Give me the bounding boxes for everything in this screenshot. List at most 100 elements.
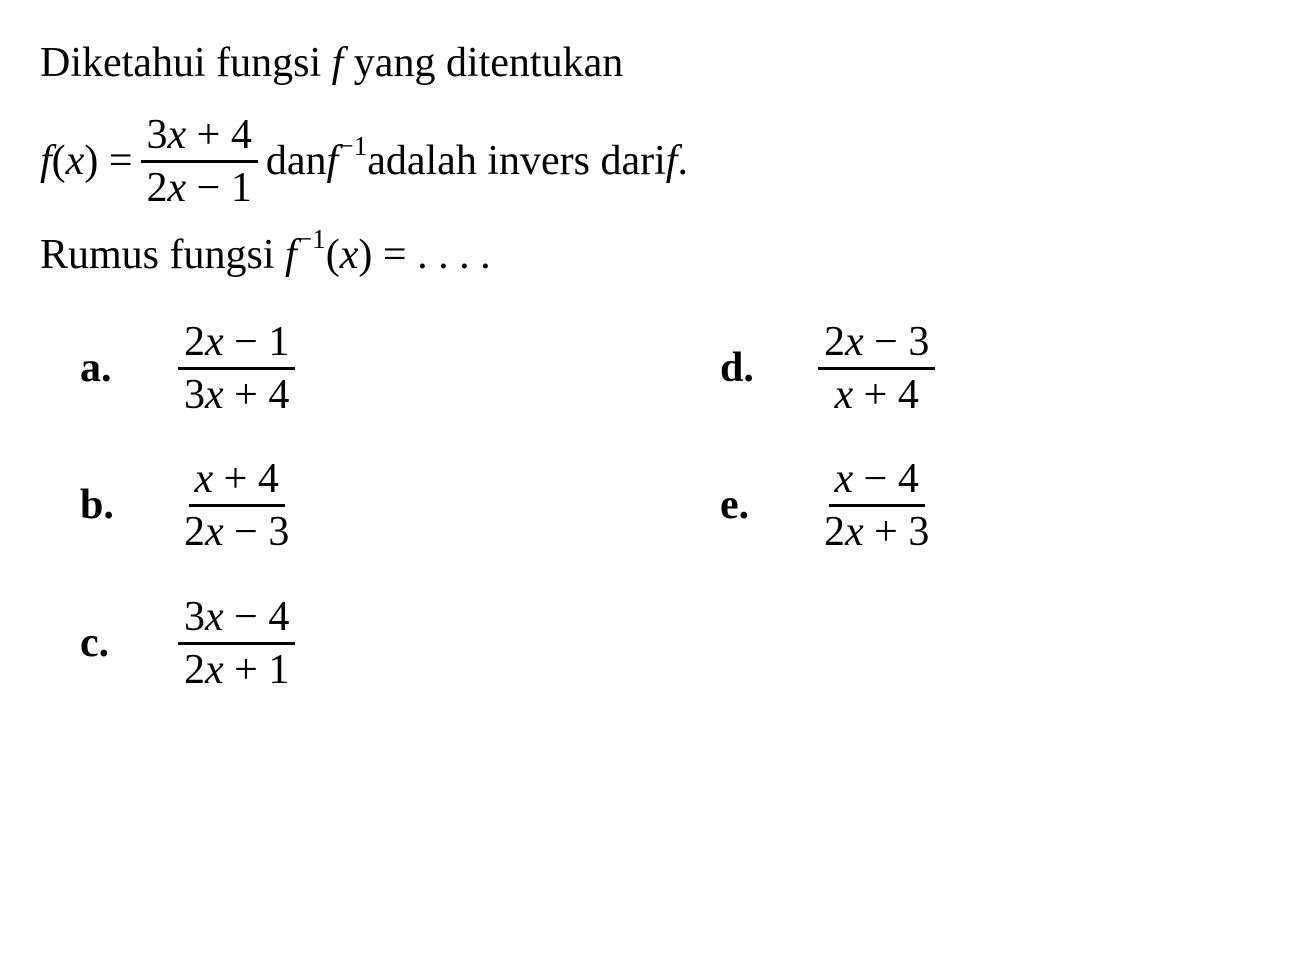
math-problem: Diketahui fungsi f yang ditentukan f(x) … <box>40 30 1272 731</box>
b-den-coef: 2 <box>184 509 205 555</box>
c-den-op: + <box>224 647 269 693</box>
a-den-const: 4 <box>268 372 289 418</box>
option-a: a. 2x − 1 3x + 4 <box>80 319 720 418</box>
q-paren-open: ( <box>326 232 340 278</box>
num-const: 4 <box>231 112 252 158</box>
e-num-op: − <box>853 456 898 502</box>
a-num-const: 1 <box>268 319 289 365</box>
d-den-var: x <box>835 372 854 418</box>
definition-fraction: 3x + 4 2x − 1 <box>141 112 258 211</box>
e-den-var: x <box>845 509 864 555</box>
question-text: Rumus fungsi f−1(x) = . . . . <box>40 222 1272 289</box>
c-den-const: 1 <box>268 647 289 693</box>
option-d-label: d. <box>720 335 810 402</box>
opt-c-num: 3x − 4 <box>178 594 295 645</box>
option-a-fraction: 2x − 1 3x + 4 <box>178 319 295 418</box>
opt-b-den: 2x − 3 <box>178 507 295 555</box>
opt-c-den: 2x + 1 <box>178 645 295 693</box>
finv-f: f <box>327 138 339 184</box>
b-num-var: x <box>195 456 214 502</box>
den-op: − <box>186 165 231 211</box>
options-right-column: d. 2x − 3 x + 4 e. x − 4 2x + 3 <box>720 319 1272 731</box>
a-num-coef: 2 <box>184 319 205 365</box>
option-c-label: c. <box>80 610 170 677</box>
opt-d-den: x + 4 <box>829 370 925 418</box>
option-d: d. 2x − 3 x + 4 <box>720 319 1272 418</box>
c-num-op: − <box>224 594 269 640</box>
b-num-op: + <box>213 456 258 502</box>
e-den-coef: 2 <box>824 509 845 555</box>
option-b-content: x + 4 2x − 3 <box>170 456 303 555</box>
option-d-fraction: 2x − 3 x + 4 <box>818 319 935 418</box>
opt-e-den: 2x + 3 <box>818 507 935 555</box>
e-num-var: x <box>835 456 854 502</box>
option-e-label: e. <box>720 472 810 539</box>
option-b-fraction: x + 4 2x − 3 <box>178 456 295 555</box>
mid-text: dan <box>266 128 327 195</box>
def-denominator: 2x − 1 <box>141 163 258 211</box>
a-num-var: x <box>205 319 224 365</box>
d-den-op: + <box>853 372 898 418</box>
d-num-var: x <box>845 319 864 365</box>
option-e-content: x − 4 2x + 3 <box>810 456 943 555</box>
tail-f: f <box>666 128 678 195</box>
d-num-const: 3 <box>908 319 929 365</box>
option-c-content: 3x − 4 2x + 1 <box>170 594 303 693</box>
c-den-var: x <box>205 647 224 693</box>
finv: f−1 <box>327 128 368 195</box>
num-var: x <box>168 112 187 158</box>
a-den-op: + <box>224 372 269 418</box>
opt-a-den: 3x + 4 <box>178 370 295 418</box>
q-f: f <box>285 232 297 278</box>
q-exp: −1 <box>297 224 326 254</box>
b-den-op: − <box>224 509 269 555</box>
options-left-column: a. 2x − 1 3x + 4 b. x + 4 2x − 3 <box>80 319 720 731</box>
lhs-f: f <box>40 138 52 184</box>
a-den-coef: 3 <box>184 372 205 418</box>
tail-text: adalah invers dari <box>367 128 666 195</box>
intro-prefix: Diketahui fungsi <box>40 40 332 86</box>
opt-d-num: 2x − 3 <box>818 319 935 370</box>
lhs-x: x <box>66 138 85 184</box>
den-const: 1 <box>231 165 252 211</box>
e-num-const: 4 <box>898 456 919 502</box>
option-a-content: 2x − 1 3x + 4 <box>170 319 303 418</box>
tail-period: . <box>677 128 688 195</box>
d-den-const: 4 <box>898 372 919 418</box>
function-definition: f(x) = 3x + 4 2x − 1 dan f−1 adalah inve… <box>40 112 1272 211</box>
num-op: + <box>186 112 231 158</box>
option-e-fraction: x − 4 2x + 3 <box>818 456 935 555</box>
option-d-content: 2x − 3 x + 4 <box>810 319 943 418</box>
option-b-label: b. <box>80 472 170 539</box>
q-paren-close: ) = . . . . <box>358 232 490 278</box>
intro-text: Diketahui fungsi f yang ditentukan <box>40 30 1272 97</box>
intro-var: f <box>332 40 344 86</box>
option-c-fraction: 3x − 4 2x + 1 <box>178 594 295 693</box>
a-den-var: x <box>205 372 224 418</box>
opt-e-num: x − 4 <box>829 456 925 507</box>
d-num-coef: 2 <box>824 319 845 365</box>
c-num-coef: 3 <box>184 594 205 640</box>
lhs: f(x) = <box>40 128 133 195</box>
finv-exp: −1 <box>338 131 367 161</box>
option-e: e. x − 4 2x + 3 <box>720 456 1272 555</box>
lhs-paren-close: ) = <box>84 138 132 184</box>
den-coef: 2 <box>147 165 168 211</box>
q-x: x <box>340 232 359 278</box>
option-b: b. x + 4 2x − 3 <box>80 456 720 555</box>
num-coef: 3 <box>147 112 168 158</box>
answer-options: a. 2x − 1 3x + 4 b. x + 4 2x − 3 <box>40 319 1272 731</box>
intro-suffix: yang ditentukan <box>343 40 623 86</box>
den-var: x <box>168 165 187 211</box>
e-den-const: 3 <box>908 509 929 555</box>
d-num-op: − <box>864 319 909 365</box>
def-numerator: 3x + 4 <box>141 112 258 163</box>
q-prefix: Rumus fungsi <box>40 232 285 278</box>
option-a-label: a. <box>80 335 170 402</box>
c-num-const: 4 <box>268 594 289 640</box>
opt-a-num: 2x − 1 <box>178 319 295 370</box>
b-num-const: 4 <box>258 456 279 502</box>
option-c: c. 3x − 4 2x + 1 <box>80 594 720 693</box>
c-den-coef: 2 <box>184 647 205 693</box>
b-den-var: x <box>205 509 224 555</box>
